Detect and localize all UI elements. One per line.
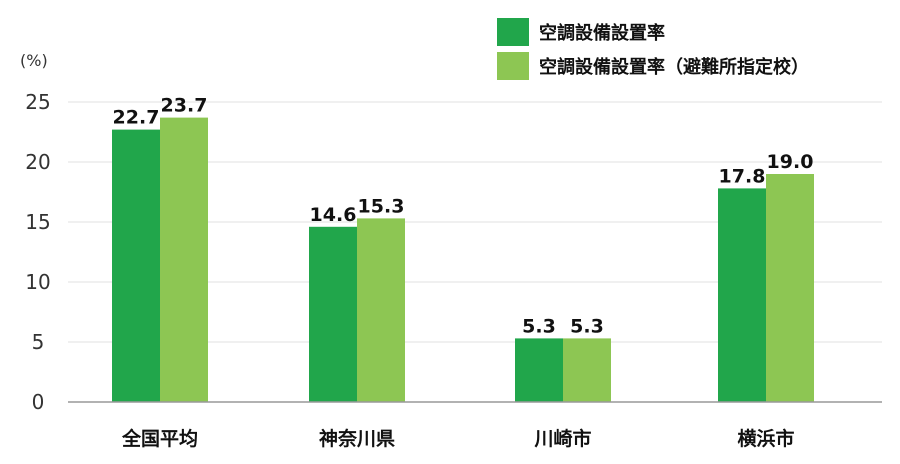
legend-label: 空調設備設置率 [539, 22, 665, 44]
bar [309, 226, 357, 402]
y-axis-unit-label: (%) [20, 51, 48, 70]
data-label: 15.3 [358, 195, 405, 217]
y-tick-label: 15 [25, 210, 50, 234]
legend-swatch [497, 52, 529, 80]
data-label: 23.7 [161, 95, 208, 117]
legend-label: 空調設備設置率（避難所指定校） [539, 56, 809, 78]
bar [357, 218, 405, 402]
x-tick-label: 全国平均 [121, 427, 198, 450]
x-tick-label: 横浜市 [737, 427, 794, 450]
data-label: 14.6 [310, 204, 357, 226]
bar [766, 174, 814, 402]
y-tick-label: 0 [32, 390, 45, 414]
y-tick-label: 10 [25, 270, 50, 294]
legend-swatch [497, 18, 529, 46]
bar [718, 188, 766, 402]
y-tick-label: 5 [32, 330, 45, 354]
bar [160, 117, 208, 402]
data-label: 5.3 [570, 315, 604, 337]
data-label: 22.7 [113, 107, 160, 129]
data-label: 5.3 [522, 315, 556, 337]
y-tick-label: 20 [25, 150, 50, 174]
x-tick-label: 川崎市 [533, 427, 591, 450]
bar [563, 338, 611, 402]
data-label: 19.0 [767, 151, 814, 173]
y-tick-label: 25 [25, 90, 50, 114]
bar [515, 338, 563, 402]
value-labels: 22.723.7 14.6 15.3 5.3 5.3 17.819.0 [113, 95, 814, 338]
x-tick-label: 神奈川県 [319, 427, 395, 450]
x-axis-categories: 全国平均 神奈川県 川崎市 横浜市 [121, 427, 795, 450]
bar [112, 129, 160, 402]
y-axis-ticks: 0 5 10 15 20 25 [25, 90, 50, 414]
bars [112, 117, 814, 402]
data-label: 17.8 [719, 165, 766, 187]
